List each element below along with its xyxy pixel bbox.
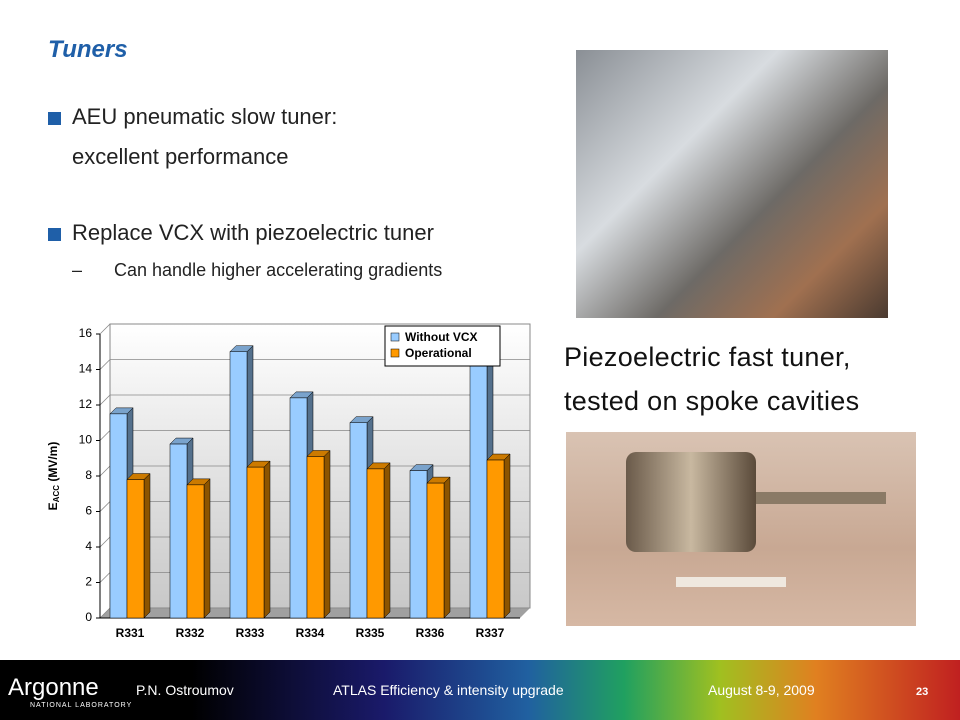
- grid-line: [99, 394, 530, 406]
- photo-detail: [756, 492, 886, 504]
- y-tick-label: 0: [85, 610, 92, 624]
- legend-box: [384, 325, 501, 367]
- y-axis-label-part: E: [46, 502, 60, 510]
- caption: Piezoelectric fast tuner,: [564, 342, 851, 372]
- bar-side: [443, 476, 451, 619]
- x-tick-label: R337: [476, 626, 505, 640]
- legend-swatch: [390, 348, 400, 358]
- y-tick-label: 4: [85, 539, 92, 553]
- x-tick-label: R333: [236, 626, 265, 640]
- x-tick-label: R335: [356, 626, 385, 640]
- legend-swatch: [390, 332, 400, 342]
- bar-side: [263, 460, 271, 619]
- bar-side: [503, 453, 511, 619]
- footer-author: P.N. Ostroumov: [136, 682, 234, 698]
- x-tick-label: R334: [296, 626, 325, 640]
- bullet-text: excellent performance: [72, 144, 289, 169]
- footer-talk: ATLAS Efficiency & intensity upgrade: [333, 682, 564, 698]
- x-tick-label: R336: [416, 626, 445, 640]
- photo-detail: [676, 577, 786, 587]
- bar-side: [383, 462, 391, 619]
- footer-date: August 8-9, 2009: [708, 682, 815, 698]
- y-axis-label-part: (MV/m): [46, 442, 60, 485]
- bar: [126, 479, 145, 619]
- x-tick-label: R332: [176, 626, 205, 640]
- bar: [409, 470, 428, 619]
- logo-text: Argonne: [8, 674, 99, 701]
- bar: [426, 482, 445, 619]
- photo-detail: [626, 452, 756, 552]
- bullet-marker: [48, 112, 61, 125]
- bullet-text: AEU pneumatic slow tuner:: [72, 104, 338, 129]
- logo-subtext: NATIONAL LABORATORY: [30, 702, 133, 709]
- bar: [306, 456, 325, 619]
- y-tick-label: 12: [79, 397, 93, 411]
- y-tick-label: 6: [85, 504, 92, 518]
- y-tick-label: 8: [85, 468, 92, 482]
- dash: –: [72, 260, 83, 280]
- bar: [289, 397, 308, 619]
- bar-side: [203, 478, 211, 619]
- footer: Argonne NATIONAL LABORATORY P.N. Ostroum…: [0, 660, 960, 720]
- bar: [246, 466, 265, 619]
- caption: tested on spoke cavities: [564, 386, 860, 416]
- y-tick-label: 16: [79, 326, 93, 340]
- y-axis-label: EACC (MV/m): [46, 442, 61, 511]
- chart: 0 2 4 6 8 10 12 14 16 EACC (MV/m) R331 R332 R333 R334…: [46, 323, 531, 640]
- bullet-text: Replace VCX with piezoelectric tuner: [72, 220, 434, 245]
- x-tick-label: R331: [116, 626, 145, 640]
- bar: [229, 351, 248, 619]
- bar: [109, 413, 128, 619]
- bar: [469, 349, 488, 619]
- page-number: 23: [916, 686, 929, 698]
- bar-side: [323, 449, 331, 619]
- photo-tuner-installed: [576, 50, 888, 318]
- legend-label: Operational: [405, 346, 472, 360]
- grid-line: [99, 323, 530, 335]
- y-axis-label-part: ACC: [52, 485, 61, 503]
- sub-bullet-text: Can handle higher accelerating gradients: [114, 260, 443, 280]
- photo-piezo-tuner: [566, 432, 916, 626]
- y-tick-label: 14: [79, 362, 93, 376]
- bar: [169, 443, 188, 619]
- y-tick-label: 2: [85, 575, 92, 589]
- bar: [186, 484, 205, 619]
- bar: [366, 468, 385, 619]
- legend-label: Without VCX: [405, 330, 478, 344]
- y-tick-label: 10: [79, 433, 93, 447]
- bar: [486, 459, 505, 619]
- slide-title: Tuners: [48, 36, 128, 63]
- bar: [349, 422, 368, 619]
- bullet-marker: [48, 228, 61, 241]
- bar-side: [143, 472, 151, 619]
